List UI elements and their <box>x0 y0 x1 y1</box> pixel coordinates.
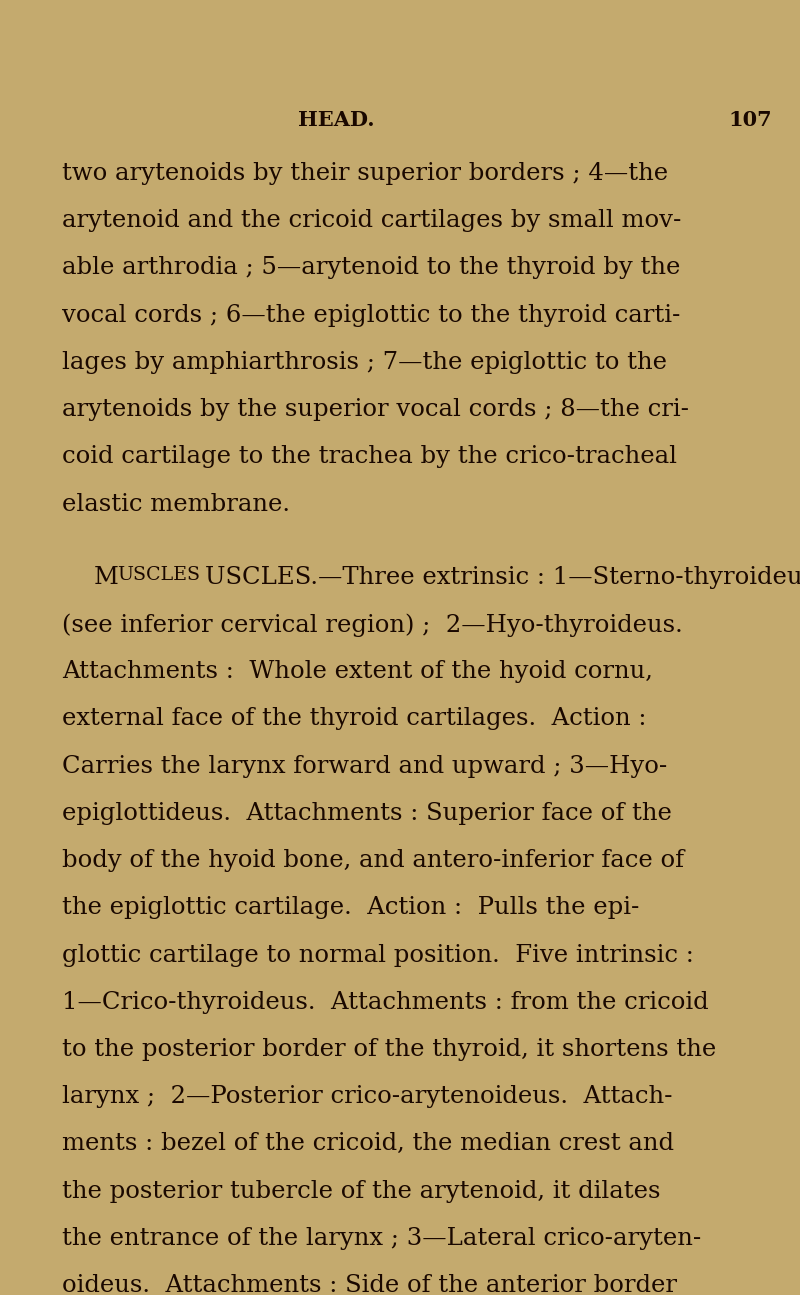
Text: USCLES.—Three extrinsic : 1—Sterno-thyroideus: USCLES.—Three extrinsic : 1—Sterno-thyro… <box>206 566 800 589</box>
Text: the epiglottic cartilage.  Action :  Pulls the epi-: the epiglottic cartilage. Action : Pulls… <box>62 896 639 919</box>
Text: two arytenoids by their superior borders ; 4—the: two arytenoids by their superior borders… <box>62 162 668 185</box>
Text: 1—Crico-thyroideus.  Attachments : from the cricoid: 1—Crico-thyroideus. Attachments : from t… <box>62 991 709 1014</box>
Text: able arthrodia ; 5—arytenoid to the thyroid by the: able arthrodia ; 5—arytenoid to the thyr… <box>62 256 680 280</box>
Text: the entrance of the larynx ; 3—Lateral crico-aryten-: the entrance of the larynx ; 3—Lateral c… <box>62 1226 702 1250</box>
Text: vocal cords ; 6—the epiglottic to the thyroid carti-: vocal cords ; 6—the epiglottic to the th… <box>62 303 680 326</box>
Text: elastic membrane.: elastic membrane. <box>62 492 290 515</box>
Text: coid cartilage to the trachea by the crico-tracheal: coid cartilage to the trachea by the cri… <box>62 445 677 469</box>
Text: arytenoid and the cricoid cartilages by small mov-: arytenoid and the cricoid cartilages by … <box>62 210 682 232</box>
Text: larynx ;  2—Posterior crico-arytenoideus.  Attach-: larynx ; 2—Posterior crico-arytenoideus.… <box>62 1085 673 1109</box>
Text: lages by amphiarthrosis ; 7—the epiglottic to the: lages by amphiarthrosis ; 7—the epiglott… <box>62 351 667 374</box>
Text: external face of the thyroid cartilages.  Action :: external face of the thyroid cartilages.… <box>62 707 646 730</box>
Text: the posterior tubercle of the arytenoid, it dilates: the posterior tubercle of the arytenoid,… <box>62 1180 661 1203</box>
Text: M: M <box>94 566 119 589</box>
Text: Attachments :  Whole extent of the hyoid cornu,: Attachments : Whole extent of the hyoid … <box>62 660 653 684</box>
Text: oideus.  Attachments : Side of the anterior border: oideus. Attachments : Side of the anteri… <box>62 1274 677 1295</box>
Text: body of the hyoid bone, and antero-inferior face of: body of the hyoid bone, and antero-infer… <box>62 850 684 872</box>
Text: (see inferior cervical region) ;  2—Hyo-thyroideus.: (see inferior cervical region) ; 2—Hyo-t… <box>62 613 682 637</box>
Text: 107: 107 <box>728 110 772 130</box>
Text: USCLES: USCLES <box>117 566 200 584</box>
Text: ments : bezel of the cricoid, the median crest and: ments : bezel of the cricoid, the median… <box>62 1132 674 1155</box>
Text: glottic cartilage to normal position.  Five intrinsic :: glottic cartilage to normal position. Fi… <box>62 944 694 966</box>
Text: to the posterior border of the thyroid, it shortens the: to the posterior border of the thyroid, … <box>62 1039 716 1061</box>
Text: Carries the larynx forward and upward ; 3—Hyo-: Carries the larynx forward and upward ; … <box>62 755 667 777</box>
Text: epiglottideus.  Attachments : Superior face of the: epiglottideus. Attachments : Superior fa… <box>62 802 672 825</box>
Text: arytenoids by the superior vocal cords ; 8—the cri-: arytenoids by the superior vocal cords ;… <box>62 398 689 421</box>
Text: HEAD.: HEAD. <box>298 110 374 130</box>
